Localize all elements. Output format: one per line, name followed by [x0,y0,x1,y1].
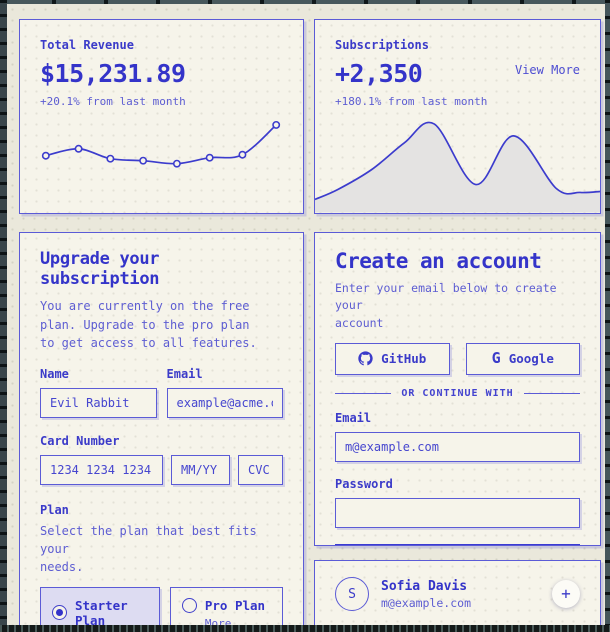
avatar: S [335,577,369,611]
pro-plan-description: More features and storage. [204,616,232,625]
account-email-label: Email [335,410,372,425]
plan-hint: Select the plan that best fits your need… [40,523,257,574]
create-account-description: Enter your email below to create your ac… [335,281,557,330]
subscriptions-value-row: +2,350 View More [335,52,580,88]
or-continue-divider: OR CONTINUE WITH [335,387,581,399]
google-button-label: Google [508,351,554,367]
chat-user-name: Sofia Davis [381,578,468,594]
expiry-input[interactable] [171,454,230,485]
window-frame-bottom [0,625,610,632]
window-frame-right [605,0,610,632]
window-frame-left [0,0,7,632]
create-account-title: Create an account [335,249,542,273]
pro-plan-name: Pro Plan [204,597,266,613]
plan-option-pro[interactable]: Pro Plan More features and storage. [169,586,283,625]
google-icon: G [491,349,501,368]
total-revenue-label: Total Revenue [40,38,134,52]
plan-label: Plan [40,502,69,517]
email-field-group: Email [166,366,283,418]
password-label: Password [335,476,393,491]
view-more-link[interactable]: View More [514,63,580,77]
total-revenue-value: $15,231.89 [40,59,186,88]
chat-card: S Sofia Davis m@example.com + [314,560,601,625]
divider-line-left [335,392,392,394]
email-input[interactable] [166,387,283,418]
pro-radio-icon[interactable] [181,597,197,613]
password-input[interactable] [335,497,580,528]
github-icon [358,351,373,366]
starter-plan-name: Starter Plan [75,597,128,625]
window-frame-top [0,0,610,4]
card-number-row: Card Number [40,434,283,485]
upgrade-subscription-card: Upgrade your subscription You are curren… [19,232,304,625]
name-field-group: Name [40,367,157,418]
card-number-input[interactable] [40,454,163,485]
name-email-row: Name Email [40,367,283,418]
chat-identity: Sofia Davis m@example.com [381,579,471,610]
account-email-input[interactable] [335,431,580,462]
github-button[interactable]: GitHub [335,342,450,375]
upgrade-description: You are currently on the free plan. Upgr… [40,299,257,351]
upgrade-title: Upgrade your subscription [40,249,160,289]
total-revenue-delta: +20.1% from last month [40,95,186,108]
divider-line-right [523,392,581,394]
divider-text: OR CONTINUE WITH [401,387,514,399]
cvc-input[interactable] [238,454,283,485]
pro-plan-head: Pro Plan [181,597,271,613]
oauth-buttons: GitHub G Google [335,342,580,375]
card-number-label: Card Number [40,433,120,448]
github-button-label: GitHub [381,351,427,367]
subscriptions-label: Subscriptions [335,38,429,52]
subscriptions-delta: +180.1% from last month [335,95,488,108]
dashboard: Total Revenue $15,231.89 +20.1% from las… [7,4,605,625]
total-revenue-card: Total Revenue $15,231.89 +20.1% from las… [19,19,304,214]
plan-options: Starter Plan Perfect for small businesse… [40,586,283,625]
subscriptions-value: +2,350 [335,59,423,88]
email-label: Email [166,366,203,381]
subscriptions-card: Subscriptions +2,350 View More +180.1% f… [314,19,601,214]
name-label: Name [40,366,69,381]
starter-plan-head: Starter Plan [52,598,148,625]
right-column: Subscriptions +2,350 View More +180.1% f… [314,19,601,625]
plus-icon: + [561,584,571,603]
card-number-field-group: Card Number [40,434,163,485]
left-column: Total Revenue $15,231.89 +20.1% from las… [19,19,304,625]
name-input[interactable] [40,387,157,418]
create-account-button[interactable]: Create account [335,543,580,545]
chat-header: S Sofia Davis m@example.com + [335,577,580,611]
create-account-card: Create an account Enter your email below… [314,232,601,546]
add-user-button[interactable]: + [552,580,580,608]
google-button[interactable]: G Google [465,342,580,375]
plan-option-starter[interactable]: Starter Plan Perfect for small businesse… [40,586,160,625]
starter-radio-icon[interactable] [52,605,67,621]
chat-user-email: m@example.com [381,595,472,610]
